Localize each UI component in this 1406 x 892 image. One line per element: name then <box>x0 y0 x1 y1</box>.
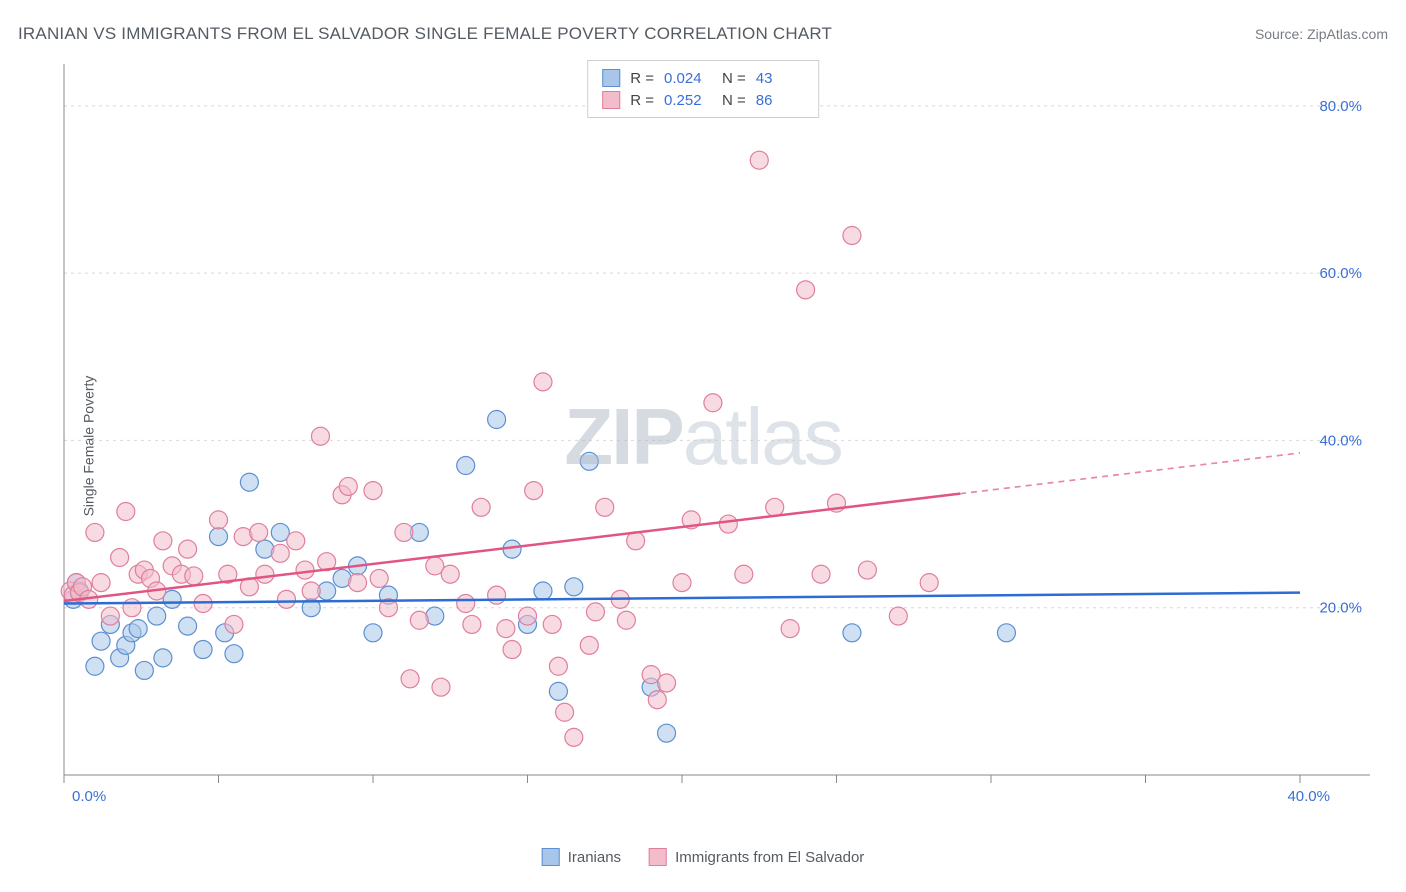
svg-text:40.0%: 40.0% <box>1287 788 1330 805</box>
stats-legend: R = 0.024 N = 43 R = 0.252 N = 86 <box>587 60 819 118</box>
r-label: R = <box>630 70 654 87</box>
svg-text:20.0%: 20.0% <box>1319 600 1362 617</box>
stats-row-iranians: R = 0.024 N = 43 <box>602 67 804 89</box>
r-label: R = <box>630 92 654 109</box>
plot-area: 20.0% 40.0% 60.0% 80.0% 0.0% 40.0% <box>60 60 1370 805</box>
n-label: N = <box>722 92 746 109</box>
legend-label-iranians: Iranians <box>568 849 621 866</box>
svg-text:80.0%: 80.0% <box>1319 98 1362 115</box>
svg-text:60.0%: 60.0% <box>1319 265 1362 282</box>
swatch-salvador-bottom <box>649 848 667 866</box>
svg-text:40.0%: 40.0% <box>1319 432 1362 449</box>
swatch-iranians <box>602 69 620 87</box>
n-label: N = <box>722 70 746 87</box>
stats-row-salvador: R = 0.252 N = 86 <box>602 89 804 111</box>
r-value-iranians: 0.024 <box>664 70 712 87</box>
swatch-salvador <box>602 91 620 109</box>
n-value-salvador: 86 <box>756 92 804 109</box>
legend-label-salvador: Immigrants from El Salvador <box>675 849 864 866</box>
chart-title: IRANIAN VS IMMIGRANTS FROM EL SALVADOR S… <box>18 24 832 44</box>
chart-header: IRANIAN VS IMMIGRANTS FROM EL SALVADOR S… <box>18 24 1388 44</box>
swatch-iranians-bottom <box>542 848 560 866</box>
source-attribution: Source: ZipAtlas.com <box>1255 26 1388 42</box>
legend-item-salvador: Immigrants from El Salvador <box>649 848 864 866</box>
bottom-legend: Iranians Immigrants from El Salvador <box>542 848 865 866</box>
n-value-iranians: 43 <box>756 70 804 87</box>
legend-item-iranians: Iranians <box>542 848 621 866</box>
chart-container: IRANIAN VS IMMIGRANTS FROM EL SALVADOR S… <box>0 0 1406 892</box>
r-value-salvador: 0.252 <box>664 92 712 109</box>
scatter-plot-svg: 20.0% 40.0% 60.0% 80.0% 0.0% 40.0% <box>60 60 1370 805</box>
svg-text:0.0%: 0.0% <box>72 788 106 805</box>
